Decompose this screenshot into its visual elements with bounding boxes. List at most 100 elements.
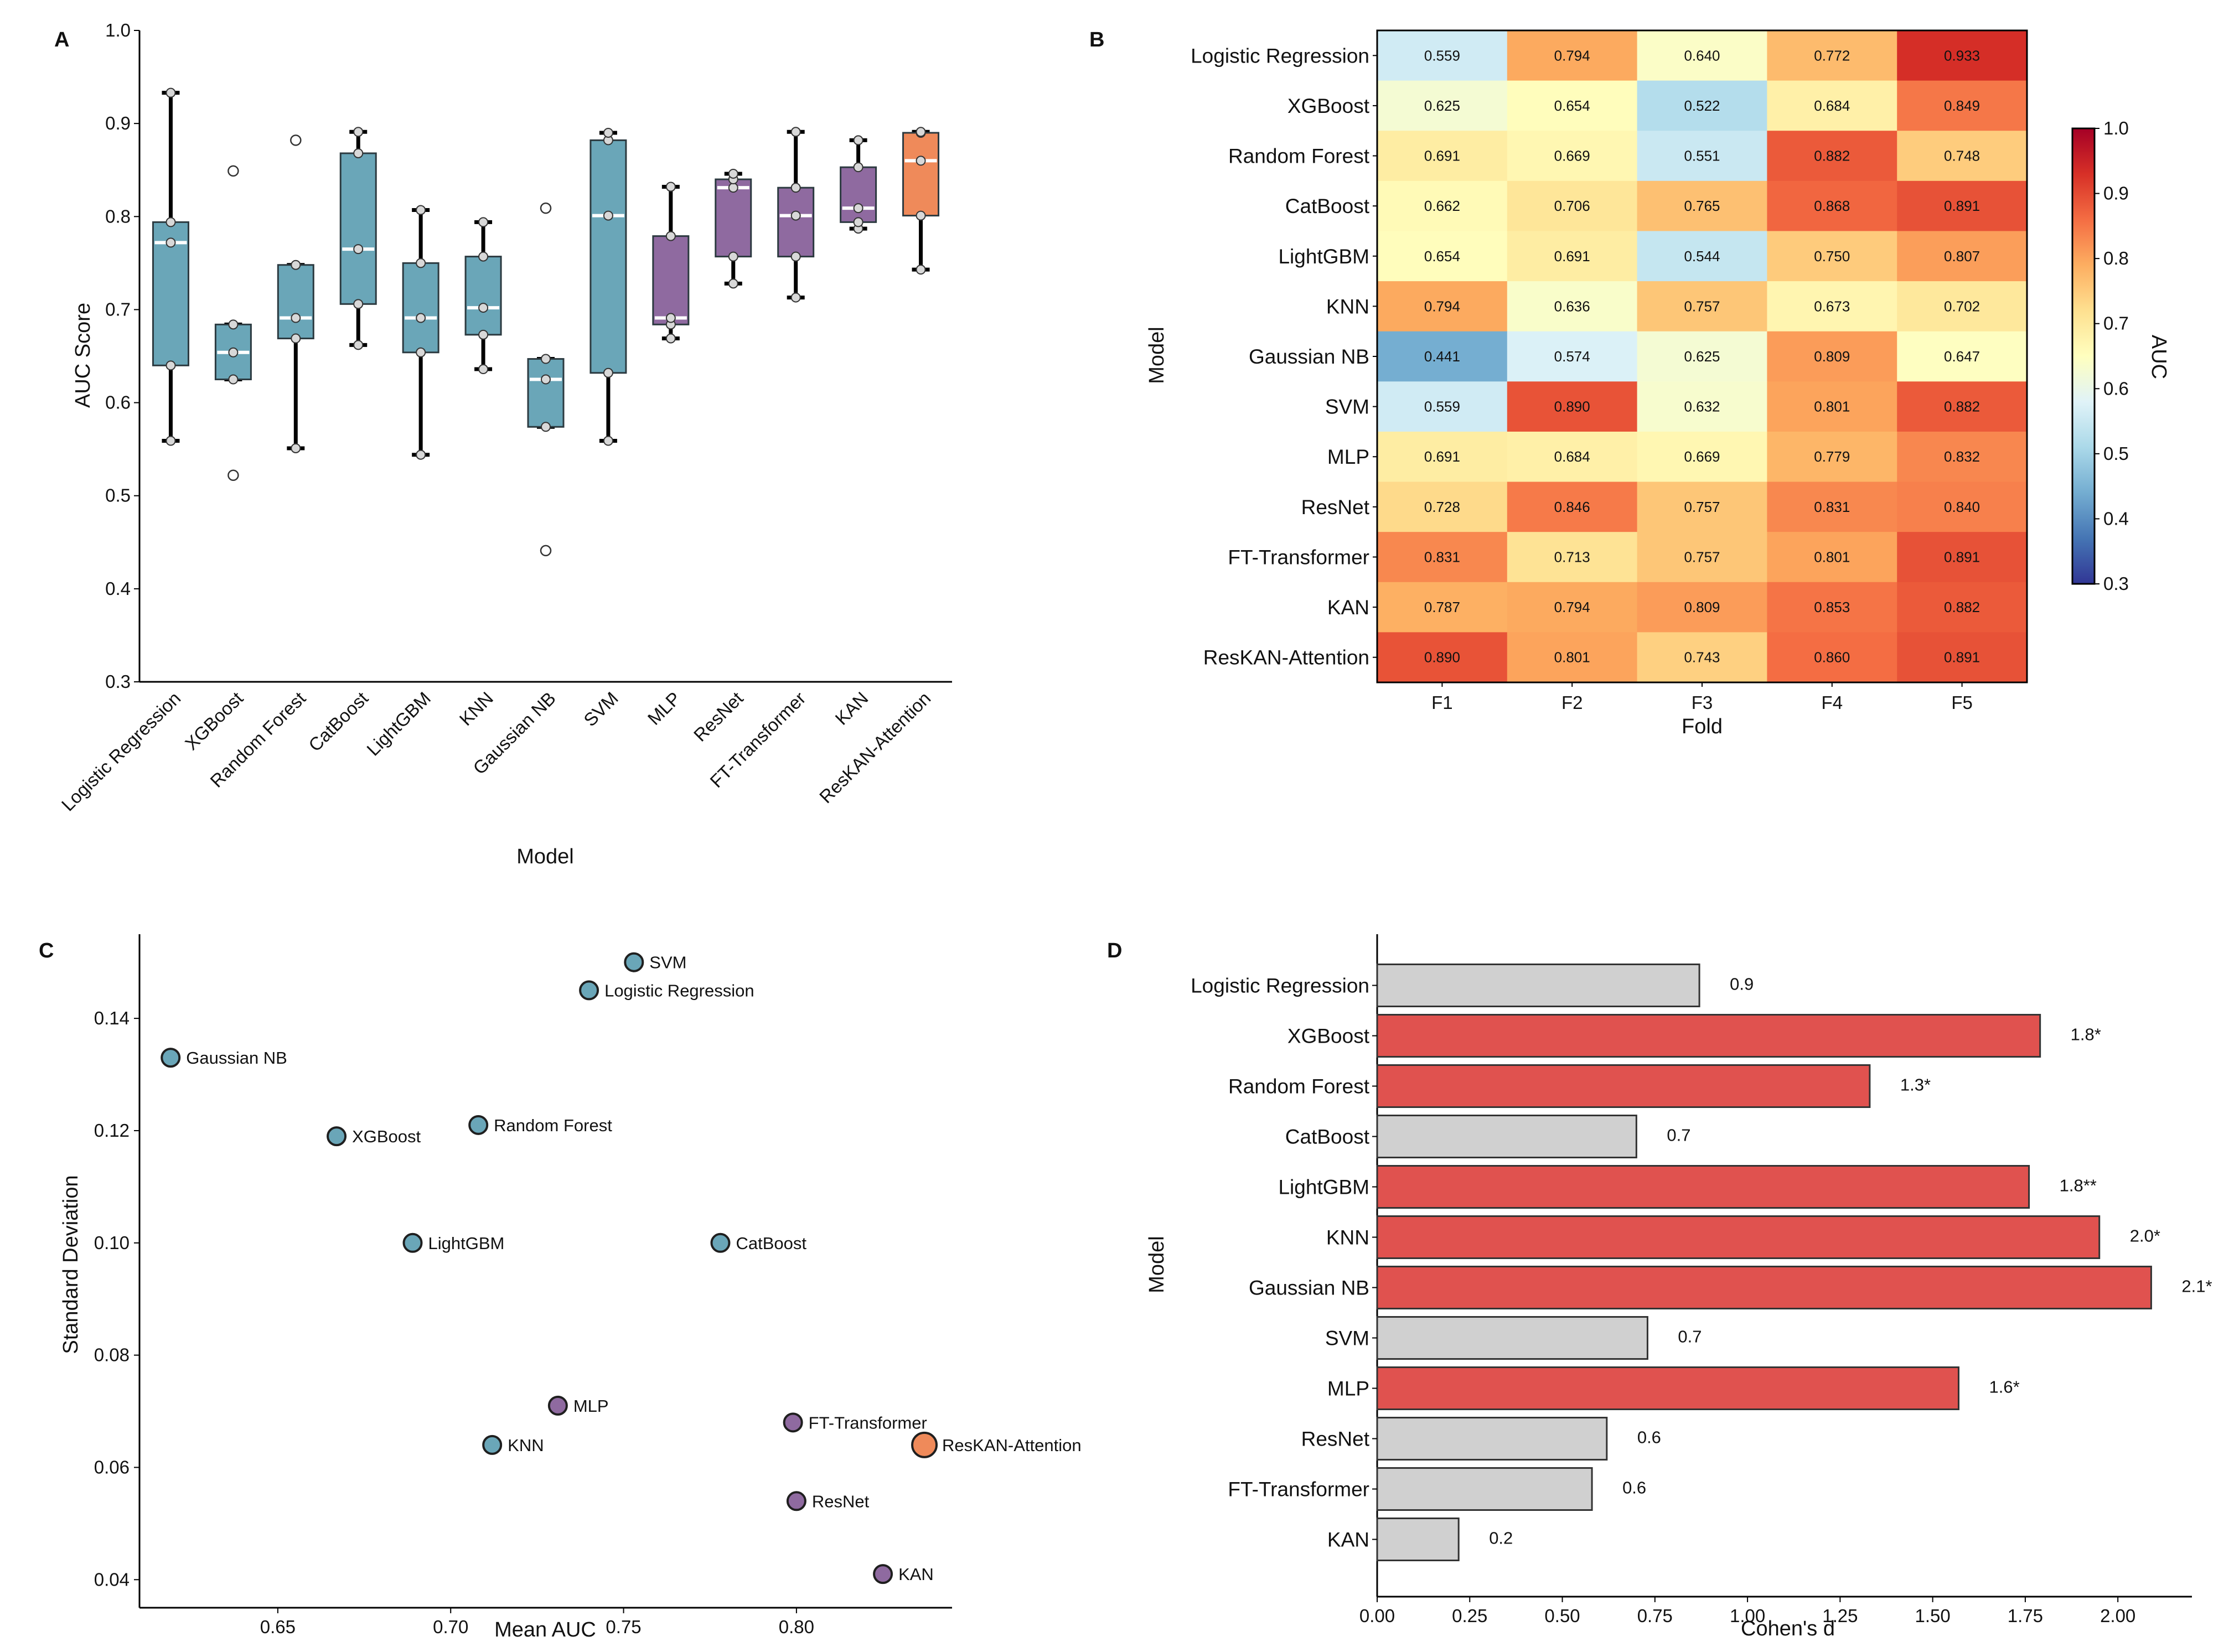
panel-d-catboost-row-label: CatBoost [1285,1126,1370,1148]
panel-b-cell-label-mlp-f3: 0.669 [1684,448,1720,465]
panel-c-point-label-gaussian-nb: Gaussian NB [186,1048,287,1068]
panel-c-letter: C [39,939,54,962]
panel-b-cell-label-gaussian-nb-f1: 0.441 [1424,348,1460,365]
panel-d-kan-value-label: 0.2 [1489,1529,1513,1548]
panel-a-ytick-label: 0.3 [105,671,131,692]
panel-b-row-label-knn: KNN [1326,295,1369,318]
panel-a-knn-point [478,329,489,340]
panel-c-point-catboost [710,1232,731,1253]
panel-d-svm-row-label: SVM [1325,1327,1369,1350]
panel-b-letter: B [1089,28,1104,51]
panel-b-cell-ft-transformer-f1 [1377,532,1508,583]
panel-b-cell-resnet-f2 [1507,481,1638,532]
panel-b-cell-label-logistic-regression-f3: 0.640 [1684,47,1720,64]
panel-a-svm-point [603,127,613,138]
panel-a-xgboost-outlier [227,469,239,481]
panel-b-cell-label-kan-f5: 0.882 [1944,599,1980,615]
panel-b-cell-label-reskan-attention-f5: 0.891 [1944,649,1980,666]
panel-b-cell-catboost-f5 [1897,180,2028,231]
panel-a-xgboost-point [228,374,239,385]
panel-b-cell-svm-f4 [1767,381,1897,432]
panel-d-lightgbm-value-label: 1.8** [2060,1176,2097,1195]
panel-a-random-forest-point [291,443,301,453]
panel-a-ytick-label: 0.7 [105,299,131,319]
panel-b-row-label-lightgbm: LightGBM [1278,245,1369,268]
panel-b-cell-label-svm-f2: 0.890 [1554,398,1590,415]
panel-b-colorbar-tick-label: 0.3 [2103,573,2129,594]
panel-c-point-label-kan: KAN [898,1565,934,1584]
panel-b-xtick-label-f2: F2 [1561,692,1583,713]
panel-a-resnet-xtick-label: ResNet [690,688,747,745]
panel-b-cell-mlp-f1 [1377,431,1508,483]
panel-b-cell-gaussian-nb-f2 [1507,331,1638,382]
panel-b-cell-logistic-regression-f5 [1897,30,2028,81]
panel-a-lightgbm-point [416,258,426,268]
panel-a-ft-transformer-point [790,251,801,262]
panel-a-ytick-label: 0.4 [105,578,131,599]
panel-b-cell-knn-f2 [1507,281,1638,332]
panel-b-cell-random-forest-f2 [1507,131,1638,182]
panel-b-cell-label-gaussian-nb-f3: 0.625 [1684,348,1720,365]
panel-a-lightgbm-box [402,262,439,354]
panel-b-cell-knn-f1 [1377,281,1508,332]
panel-d-svm-bar [1376,1316,1648,1360]
panel-a-ytick-label: 0.8 [105,206,131,226]
panel-c-point-mlp [547,1395,568,1416]
panel-a-lightgbm-point [416,205,426,215]
panel-d-xlabel: Cohen's d [1741,1617,1835,1640]
panel-c-point-gaussian-nb [161,1048,181,1068]
panel-c-ytick-label: 0.04 [94,1569,130,1589]
panel-d-xtick-label: 0.00 [1359,1606,1395,1626]
panel-a-ft-transformer-point [790,183,801,193]
panel-b-cell-xgboost-f1 [1377,80,1508,131]
panel-b-cell-resnet-f4 [1767,481,1897,532]
panel-d-ft-transformer-row-label: FT-Transformer [1228,1478,1369,1501]
panel-b-colorbar [2071,127,2096,585]
panel-d-xtick-label: 0.75 [1637,1606,1673,1626]
panel-a-xgboost-point [228,347,239,358]
panel-c-xtick-label: 0.65 [260,1617,296,1637]
panel-c-point-label-reskan-attention: ResKAN-Attention [942,1436,1082,1455]
panel-a-ytick-label: 0.6 [105,392,131,413]
panel-a-knn-point [478,217,489,227]
panel-a-knn-point [478,303,489,313]
panel-b-cell-label-knn-f3: 0.757 [1684,298,1720,314]
panel-b-cell-label-catboost-f3: 0.765 [1684,198,1720,214]
panel-b-cell-label-logistic-regression-f4: 0.772 [1814,47,1850,64]
panel-a-gaussian-nb-box [527,358,565,428]
panel-c-ytick-label: 0.06 [94,1457,130,1477]
panel-c-point-xgboost [327,1126,347,1147]
panel-b-cell-ft-transformer-f2 [1507,532,1638,583]
panel-c-point-knn [482,1435,503,1455]
panel-d-gaussian-nb-bar [1376,1266,2152,1309]
panel-a-mlp-point [665,182,676,192]
panel-b-cell-label-resnet-f1: 0.728 [1424,499,1460,515]
panel-b-cell-label-reskan-attention-f2: 0.801 [1554,649,1590,666]
panel-b-cell-label-logistic-regression-f2: 0.794 [1554,47,1590,64]
panel-d-catboost-bar [1376,1115,1637,1158]
panel-b-cell-label-reskan-attention-f4: 0.860 [1814,649,1850,666]
panel-b-cell-label-knn-f4: 0.673 [1814,298,1850,314]
panel-d-xtick-label: 0.25 [1452,1606,1487,1626]
panel-a-resnet-point [728,168,738,179]
panel-b-cell-label-ft-transformer-f5: 0.891 [1944,548,1980,565]
panel-c-ytick-label: 0.08 [94,1345,130,1365]
panel-a-kan-point [853,203,863,214]
panel-d-ft-transformer-value-label: 0.6 [1622,1478,1646,1498]
panel-b-cell-label-catboost-f1: 0.662 [1424,198,1460,214]
panel-b-cell-label-logistic-regression-f1: 0.559 [1424,47,1460,64]
panel-b-cell-resnet-f1 [1377,481,1508,532]
panel-a-catboost-point [353,299,364,309]
panel-b-cell-label-xgboost-f4: 0.684 [1814,97,1850,114]
panel-b-cell-xgboost-f3 [1637,80,1767,131]
panel-b-cell-kan-f3 [1637,582,1767,633]
panel-b-cell-mlp-f4 [1767,431,1897,483]
panel-b-cell-ft-transformer-f3 [1637,532,1767,583]
panel-b-cell-kan-f2 [1507,582,1638,633]
panel-b-colorbar-tick-label: 1.0 [2103,118,2129,138]
panel-a-ytick-label: 0.9 [105,113,131,133]
panel-a-ft-transformer-point [790,292,801,303]
panel-b-cell-mlp-f3 [1637,431,1767,483]
panel-b-cell-reskan-attention-f4 [1767,632,1897,683]
panel-a-logistic-regression-box [152,221,189,366]
